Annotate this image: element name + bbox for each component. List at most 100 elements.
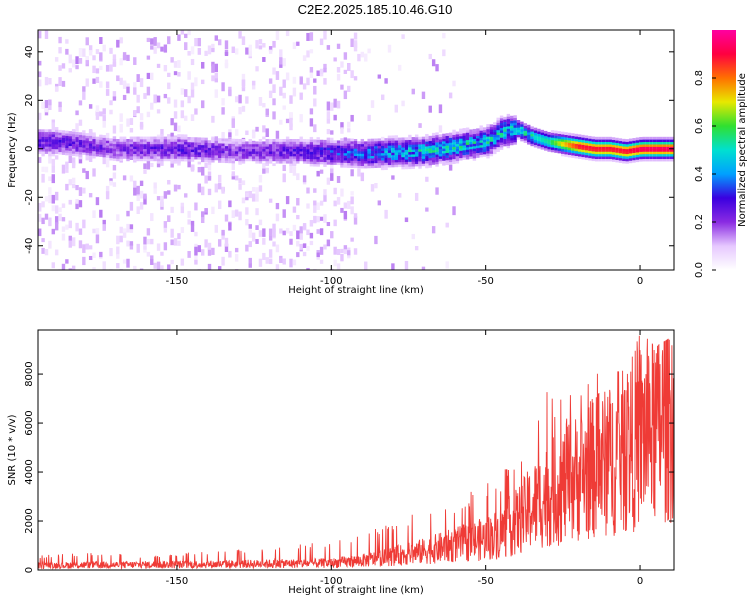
spectrogram-ridge-cell <box>231 150 235 154</box>
spectrogram-noise-cell <box>299 234 303 240</box>
spectrogram-ridge-cell <box>435 154 439 157</box>
spectrogram-noise-cell <box>234 175 239 181</box>
spectrogram-ridge-cell <box>238 155 242 159</box>
spectrogram-noise-cell <box>211 61 215 67</box>
spectrogram-ridge-cell <box>523 123 528 126</box>
spectrogram-ridge-cell <box>122 136 127 140</box>
spectrogram-ridge-cell <box>547 146 551 150</box>
spectrogram-ridge-cell <box>520 136 524 139</box>
spectrogram-ridge-cell <box>272 155 276 159</box>
spectrogram-ridge-cell <box>92 133 96 137</box>
spectrogram-ridge-cell <box>377 140 382 144</box>
spectrogram-noise-cell <box>313 85 317 95</box>
spectrogram-noise-cell <box>316 202 320 210</box>
spectrogram-ridge-cell <box>353 145 358 149</box>
spectrogram-ridge-cell <box>554 133 558 136</box>
spectrogram-noise-cell <box>129 243 134 250</box>
spectrogram-ridge-cell <box>391 149 395 153</box>
spectrogram-noise-cell <box>221 229 225 236</box>
spectrogram-ridge-cell <box>581 156 585 160</box>
spectrogram-ridge-cell <box>340 150 344 154</box>
spectrogram-ridge-cell <box>177 160 181 164</box>
spectrogram-noise-cell <box>99 81 103 88</box>
spectrogram-ridge-cell <box>615 154 619 158</box>
spectrogram-ridge-cell <box>510 125 514 129</box>
spectrogram-ridge-cell <box>99 137 103 140</box>
spectrogram-ridge-cell <box>516 124 521 128</box>
spectrogram-ridge-cell <box>214 150 218 153</box>
spectrogram-ridge-cell <box>591 136 595 140</box>
spectrogram-ridge-cell <box>99 139 103 143</box>
spectrogram-noise-cell <box>150 162 154 168</box>
spectrogram-ridge-cell <box>577 146 582 150</box>
spectrogram-ridge-cell <box>601 141 606 145</box>
spectrogram-ridge-cell <box>38 129 42 133</box>
spectrogram-noise-cell <box>333 98 337 108</box>
spectrogram-ridge-cell <box>438 158 443 162</box>
spectrogram-ridge-cell <box>550 147 555 150</box>
spectrogram-ridge-cell <box>184 151 188 155</box>
spectrogram-ridge-cell <box>306 141 310 145</box>
spectrogram-ridge-cell <box>65 142 69 146</box>
spectrogram-ridge-cell <box>588 150 592 154</box>
spectrogram-noise-cell <box>82 48 86 57</box>
spectrogram-ridge-cell <box>156 143 161 147</box>
spectrogram-ridge-cell <box>564 134 568 138</box>
spectrogram-noise-cell <box>160 251 164 256</box>
spectrogram-noise-cell <box>384 78 388 84</box>
spectrogram-noise-cell <box>289 164 293 173</box>
spectrogram-ridge-cell <box>418 136 422 140</box>
spectrogram-ridge-cell <box>374 143 378 147</box>
spectrogram-ridge-cell <box>489 148 494 152</box>
spectrogram-noise-cell <box>173 71 178 76</box>
spectrogram-noise-cell <box>95 112 100 120</box>
spectrogram-noise-cell <box>68 68 72 73</box>
spectrogram-ridge-cell <box>611 156 616 160</box>
spectrogram-ridge-cell <box>649 136 653 140</box>
spectrogram-ridge-cell <box>350 160 354 164</box>
spectrogram-ridge-cell <box>364 151 368 154</box>
spectrogram-ridge-cell <box>608 141 612 145</box>
spectrogram-ridge-cell <box>150 153 154 157</box>
spectrogram-ridge-cell <box>516 132 521 135</box>
spectrogram-noise-cell <box>258 175 263 183</box>
spectrogram-ridge-cell <box>262 136 266 140</box>
spectrogram-ridge-cell <box>302 153 307 157</box>
spectrogram-ridge-cell <box>452 158 456 162</box>
spectrogram-noise-cell <box>370 100 375 108</box>
spectrogram-ridge-cell <box>234 158 239 162</box>
spectrogram-ridge-cell <box>571 142 575 146</box>
spectrogram-ridge-cell <box>506 123 511 127</box>
spectrogram-ridge-cell <box>326 152 331 155</box>
spectrogram-ridge-cell <box>177 141 181 145</box>
spectrogram-noise-cell <box>44 99 49 108</box>
spectrogram-ridge-cell <box>180 156 185 159</box>
spectrogram-ridge-cell <box>82 132 86 136</box>
spectrogram-ridge-cell <box>469 131 473 135</box>
spectrogram-ridge-cell <box>58 142 62 145</box>
spectrogram-ridge-cell <box>99 144 103 148</box>
spectrogram-ridge-cell <box>486 141 490 144</box>
spectrogram-ridge-cell <box>129 146 134 150</box>
spectrogram-ridge-cell <box>146 136 151 140</box>
spectrogram-ridge-cell <box>109 140 113 144</box>
spectrogram-ridge-cell <box>459 135 463 139</box>
spectrogram-ridge-cell <box>99 134 103 138</box>
spectrogram-noise-cell <box>88 129 93 138</box>
spectrogram-ridge-cell <box>54 151 59 155</box>
spectrogram-ridge-cell <box>285 158 290 162</box>
spectrogram-ridge-cell <box>194 156 198 160</box>
spectrogram-ridge-cell <box>201 149 205 153</box>
spectrogram-noise-cell <box>319 169 324 174</box>
spectrogram-noise-cell <box>221 186 225 194</box>
spectrogram-noise-cell <box>333 57 337 62</box>
spectrogram-ridge-cell <box>109 138 113 142</box>
spectrogram-noise-cell <box>350 70 354 79</box>
spectrogram-noise-cell <box>316 70 320 77</box>
spectrogram-noise-cell <box>381 136 385 143</box>
spectrogram-ridge-cell <box>231 155 235 159</box>
spectrogram-ridge-cell <box>557 140 562 144</box>
spectrogram-noise-cell <box>48 217 52 227</box>
spectrogram-ridge-cell <box>126 141 130 145</box>
